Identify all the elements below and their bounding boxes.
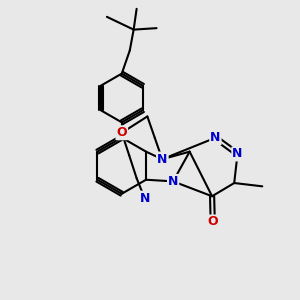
Text: N: N [157, 153, 167, 166]
Text: N: N [232, 148, 243, 160]
Text: O: O [116, 126, 127, 139]
Text: O: O [207, 215, 218, 229]
Text: N: N [157, 153, 167, 166]
Text: N: N [168, 175, 178, 188]
Text: N: N [210, 131, 220, 144]
Text: N: N [140, 192, 150, 205]
